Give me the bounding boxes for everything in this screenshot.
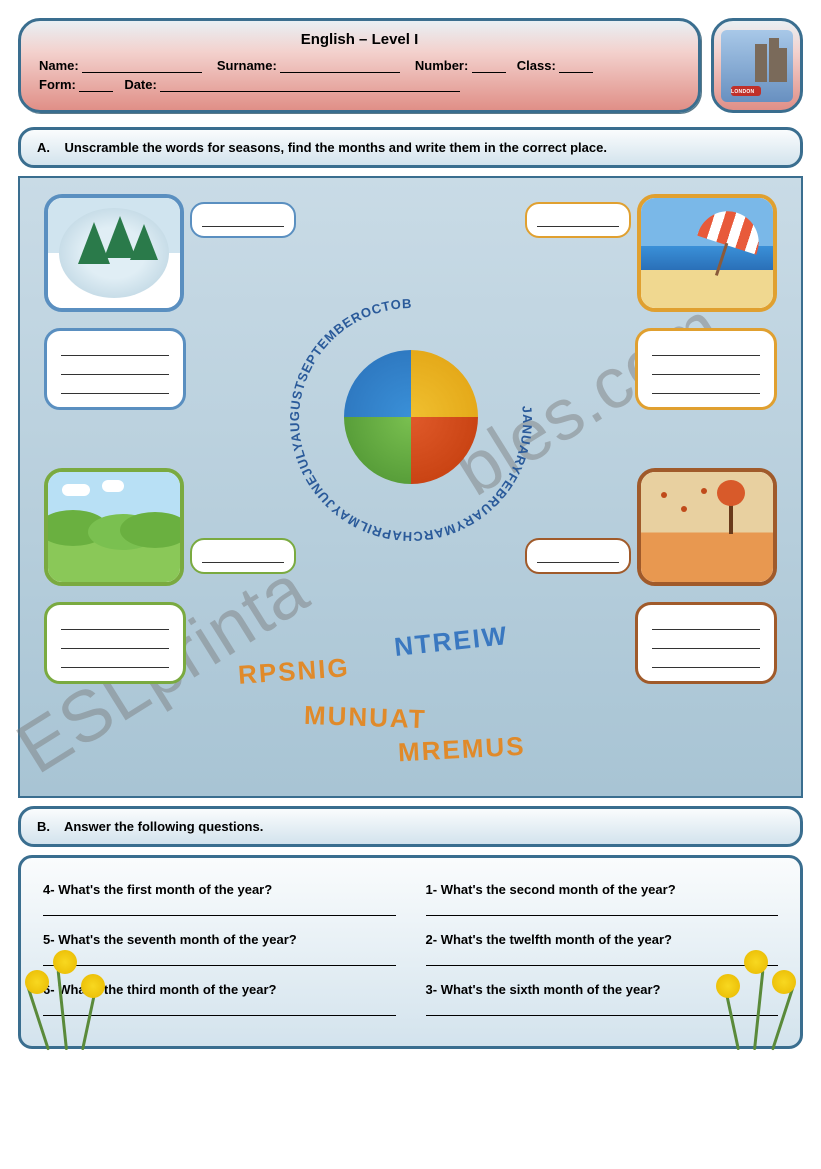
- winter-card: [44, 194, 184, 312]
- question-number: 1-: [426, 882, 438, 897]
- form-label: Form:: [39, 77, 76, 92]
- question: 6- What's the third month of the year?: [43, 982, 396, 1024]
- panel-a: bles.com ESLprinta: [18, 176, 803, 798]
- summer-card: [637, 194, 777, 312]
- question-text: What's the twelfth month of the year?: [441, 932, 672, 947]
- section-a-label: A.: [37, 140, 50, 155]
- number-blank[interactable]: [472, 59, 506, 73]
- winter-label-input[interactable]: [190, 202, 296, 238]
- summer-months-input[interactable]: [635, 328, 777, 410]
- date-blank[interactable]: [160, 78, 460, 92]
- question-row: 6- What's the third month of the year? 3-…: [43, 982, 778, 1024]
- section-b-label: B.: [37, 819, 50, 834]
- autumn-months-input[interactable]: [635, 602, 777, 684]
- page-title: English – Level I: [39, 31, 680, 48]
- question-row: 5- What's the seventh month of the year?…: [43, 932, 778, 974]
- header-box: English – Level I Name: Surname: Number:…: [18, 18, 701, 113]
- surname-blank[interactable]: [280, 59, 400, 73]
- section-b-instruction: B. Answer the following questions.: [18, 806, 803, 847]
- header-row: English – Level I Name: Surname: Number:…: [18, 18, 803, 113]
- question-text: What's the seventh month of the year?: [58, 932, 297, 947]
- scramble-word: NTREIW: [393, 620, 510, 663]
- question: 1- What's the second month of the year?: [426, 882, 779, 924]
- question: 3- What's the sixth month of the year?: [426, 982, 779, 1024]
- date-label: Date:: [124, 77, 157, 92]
- question-text: What's the sixth month of the year?: [441, 982, 661, 997]
- scramble-word: MREMUS: [397, 731, 526, 769]
- surname-label: Surname:: [217, 58, 277, 73]
- name-label: Name:: [39, 58, 79, 73]
- header-line-2: Form: Date:: [39, 77, 680, 92]
- answer-blank[interactable]: [43, 1015, 396, 1016]
- panel-b: 4- What's the first month of the year? 1-…: [18, 855, 803, 1049]
- spring-months-input[interactable]: [44, 602, 186, 684]
- answer-blank[interactable]: [426, 1015, 779, 1016]
- london-icon: [721, 30, 793, 102]
- winter-scene-icon: [48, 198, 180, 308]
- scramble-word: RPSNIG: [237, 652, 351, 691]
- autumn-scene-icon: [641, 472, 773, 582]
- question: 5- What's the seventh month of the year?: [43, 932, 396, 974]
- winter-months-input[interactable]: [44, 328, 186, 410]
- autumn-card: [637, 468, 777, 586]
- scramble-word: MUNUAT: [303, 700, 427, 735]
- question-row: 4- What's the first month of the year? 1-…: [43, 882, 778, 924]
- question-text: What's the first month of the year?: [58, 882, 272, 897]
- answer-blank[interactable]: [426, 915, 779, 916]
- form-blank[interactable]: [79, 78, 113, 92]
- spring-card: [44, 468, 184, 586]
- question-text: What's the second month of the year?: [441, 882, 676, 897]
- answer-blank[interactable]: [43, 965, 396, 966]
- class-blank[interactable]: [559, 59, 593, 73]
- answer-blank[interactable]: [426, 965, 779, 966]
- number-label: Number:: [415, 58, 468, 73]
- class-label: Class:: [517, 58, 556, 73]
- question-number: 4-: [43, 882, 55, 897]
- summer-label-input[interactable]: [525, 202, 631, 238]
- seasons-pie-icon: [344, 350, 478, 484]
- section-a-text: Unscramble the words for seasons, find t…: [64, 140, 607, 155]
- section-b-text: Answer the following questions.: [64, 819, 263, 834]
- name-blank[interactable]: [82, 59, 202, 73]
- spring-scene-icon: [48, 472, 180, 582]
- question: 2- What's the twelfth month of the year?: [426, 932, 779, 974]
- question-number: 6-: [43, 982, 55, 997]
- section-a-instruction: A. Unscramble the words for seasons, fin…: [18, 127, 803, 168]
- question-number: 2-: [426, 932, 438, 947]
- worksheet-page: English – Level I Name: Surname: Number:…: [0, 0, 821, 1169]
- answer-blank[interactable]: [43, 915, 396, 916]
- question-number: 3-: [426, 982, 438, 997]
- question-text: What's the third month of the year?: [58, 982, 276, 997]
- header-line-1: Name: Surname: Number: Class:: [39, 58, 680, 73]
- question-number: 5-: [43, 932, 55, 947]
- question: 4- What's the first month of the year?: [43, 882, 396, 924]
- decor-box: [711, 18, 803, 113]
- summer-scene-icon: [641, 198, 773, 308]
